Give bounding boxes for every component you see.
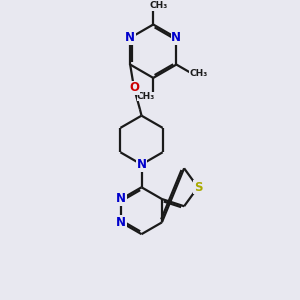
Text: S: S bbox=[194, 181, 202, 194]
Text: CH₃: CH₃ bbox=[137, 92, 155, 101]
Text: N: N bbox=[125, 32, 135, 44]
Text: CH₃: CH₃ bbox=[189, 68, 207, 77]
Text: N: N bbox=[136, 158, 146, 171]
Text: CH₃: CH₃ bbox=[150, 2, 168, 10]
Text: O: O bbox=[129, 82, 139, 94]
Text: N: N bbox=[116, 216, 126, 229]
Text: N: N bbox=[171, 32, 182, 44]
Text: N: N bbox=[116, 193, 126, 206]
